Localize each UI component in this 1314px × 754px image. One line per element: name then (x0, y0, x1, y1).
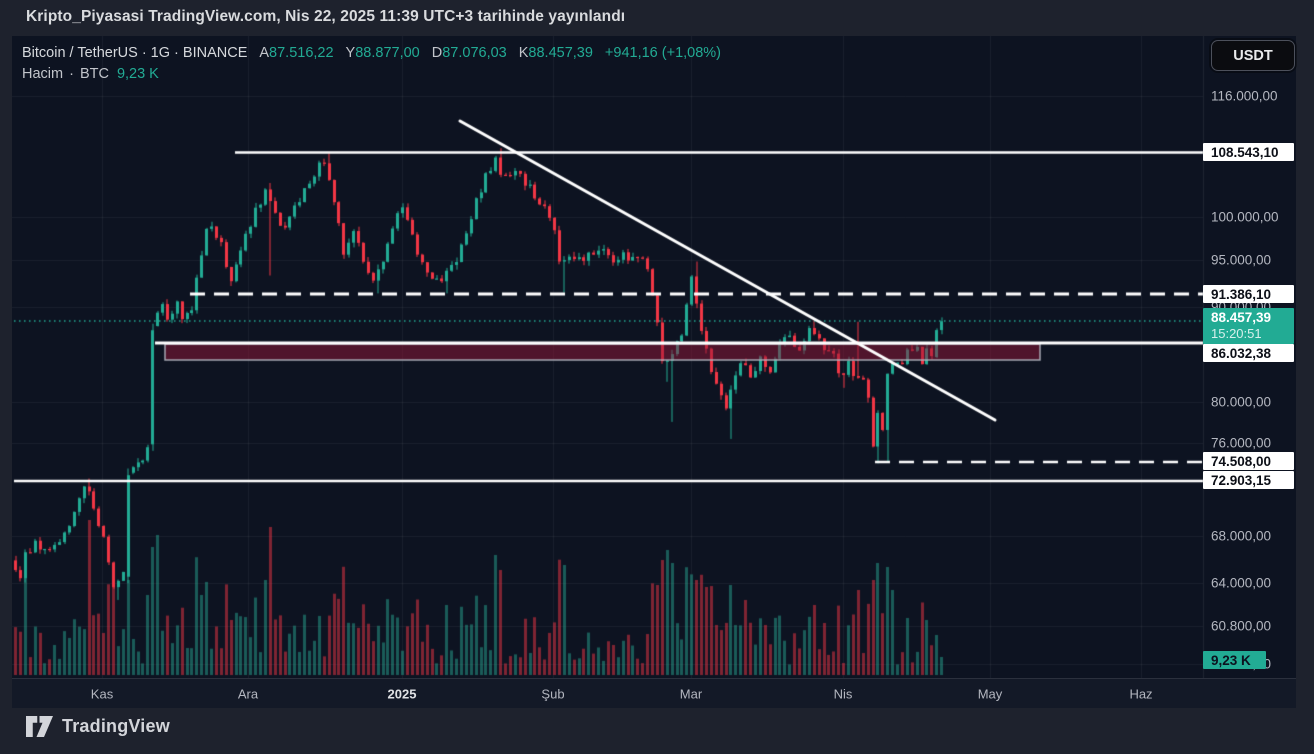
price-axis-label: 95.000,00 (1211, 252, 1272, 268)
volume-label: Hacim (22, 66, 64, 82)
volume-separator: · (69, 66, 74, 82)
ohlc-close: K88.457,39 (518, 45, 593, 61)
time-axis-label: Nis (833, 686, 853, 701)
level-price-badge: 72.903,15 (1203, 471, 1294, 489)
price-axis-label: 64.000,00 (1211, 575, 1272, 591)
price-axis-label: 100.000,00 (1211, 209, 1279, 225)
symbol-row: Bitcoin / TetherUS · 1G · BINANCE A87.51… (22, 43, 721, 64)
ohlc-high: Y88.877,00 (345, 45, 420, 61)
time-axis[interactable]: Kas Ara 2025 Şub Mar Nis May Haz (12, 678, 1296, 708)
time-axis-label: May (977, 686, 1003, 701)
price-axis-label: 80.000,00 (1211, 394, 1272, 410)
change-value: +941,16 (+1,08%) (604, 45, 722, 61)
volume-badge: 9,23 K (1203, 651, 1266, 669)
level-price-badge: 74.508,00 (1203, 452, 1294, 470)
price-axis-label: 116.000,00 (1211, 88, 1278, 104)
level-price-badge: 86.032,38 (1203, 344, 1294, 362)
price-axis-label: 60.800,00 (1211, 618, 1272, 634)
footer: TradingView (26, 716, 170, 737)
level-price-badge: 108.543,10 (1203, 143, 1294, 161)
time-axis-label: Şub (541, 686, 565, 701)
ohlc-open: A87.516,22 (259, 45, 334, 61)
time-axis-label: Haz (1129, 686, 1153, 701)
chart-panel: Bitcoin / TetherUS · 1G · BINANCE A87.51… (12, 36, 1296, 708)
tradingview-brand-text[interactable]: TradingView (62, 716, 170, 736)
publication-title: Kripto_Piyasasi TradingView.com, Nis 22,… (26, 8, 626, 25)
tradingview-logo-icon (26, 716, 53, 737)
volume-currency: BTC (79, 66, 109, 82)
level-price-badge: 91.386,10 (1203, 285, 1294, 303)
time-axis-label: Ara (237, 686, 259, 701)
price-axis-label: 76.000,00 (1211, 435, 1272, 451)
time-axis-label: Mar (679, 686, 703, 701)
price-axis[interactable]: 116.000,00 100.000,00 95.000,00 90.000,00 80… (1203, 36, 1296, 678)
symbol-title: Bitcoin / TetherUS · 1G · BINANCE (22, 45, 248, 61)
time-axis-label: 2025 (387, 686, 417, 701)
price-chart-canvas[interactable] (12, 36, 1296, 708)
volume-value: 9,23 K (116, 66, 159, 82)
last-price-badge: 88.457,39 15:20:51 (1203, 308, 1294, 344)
price-axis-label: 68.000,00 (1211, 528, 1272, 544)
countdown-timer: 15:20:51 (1211, 326, 1262, 341)
volume-row: Hacim · BTC 9,23 K (22, 64, 721, 85)
currency-toggle-button[interactable]: USDT (1211, 40, 1295, 71)
ohlc-low: D87.076,03 (431, 45, 507, 61)
chart-legend: Bitcoin / TetherUS · 1G · BINANCE A87.51… (22, 43, 721, 85)
time-axis-label: Kas (90, 686, 114, 701)
